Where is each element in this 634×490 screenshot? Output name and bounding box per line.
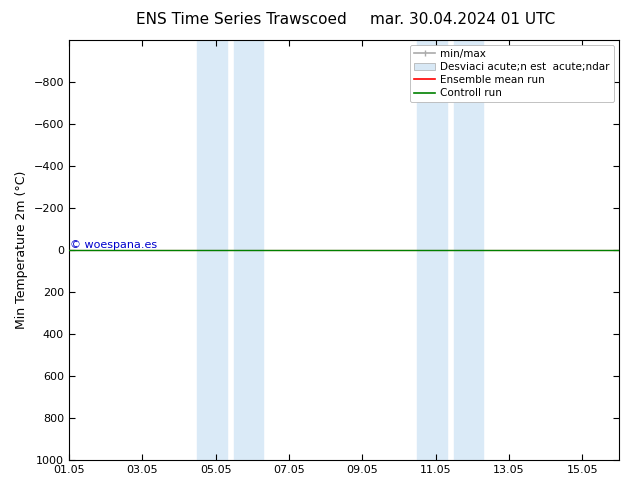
Bar xyxy=(417,40,446,460)
Legend: min/max, Desviaci acute;n est  acute;ndar, Ensemble mean run, Controll run: min/max, Desviaci acute;n est acute;ndar… xyxy=(410,45,614,102)
Y-axis label: Min Temperature 2m (°C): Min Temperature 2m (°C) xyxy=(15,171,28,329)
Text: mar. 30.04.2024 01 UTC: mar. 30.04.2024 01 UTC xyxy=(370,12,555,27)
Text: © woespana.es: © woespana.es xyxy=(70,240,157,250)
Bar xyxy=(197,40,226,460)
Text: ENS Time Series Trawscoed: ENS Time Series Trawscoed xyxy=(136,12,346,27)
Bar xyxy=(234,40,263,460)
Bar xyxy=(454,40,483,460)
